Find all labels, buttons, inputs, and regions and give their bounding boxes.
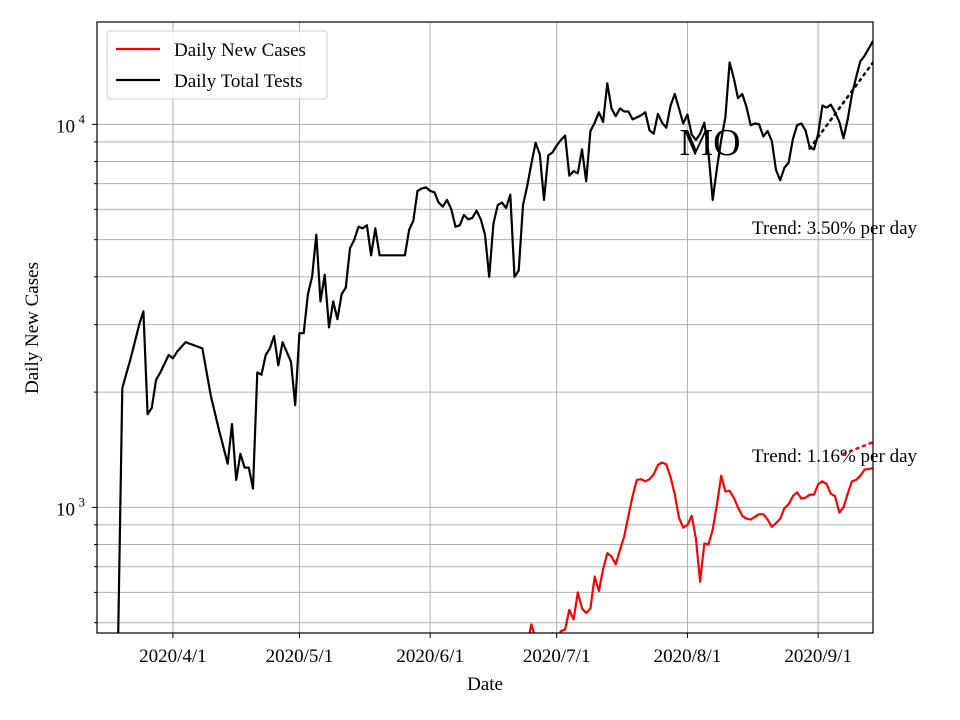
series-line-daily-new-cases — [528, 461, 873, 633]
x-tick-label: 2020/8/1 — [654, 646, 722, 667]
state-annotation: MO — [679, 122, 740, 164]
x-tick-label: 2020/5/1 — [266, 646, 334, 667]
x-axis-label: Date — [467, 674, 503, 695]
legend-label-cases: Daily New Cases — [174, 40, 306, 61]
plot-frame — [96, 21, 874, 634]
y-tick-base: 10 — [56, 499, 75, 520]
y-tick-exponent: 4 — [79, 111, 86, 126]
y-axis-label: Daily New Cases — [22, 262, 43, 394]
trend-labels: Trend: 1.16% per day Trend: 3.50% per day — [752, 218, 917, 467]
series-line-daily-total-tests — [117, 40, 873, 633]
series-layer — [117, 40, 873, 633]
trend-line — [842, 440, 873, 456]
trend-label: Trend: 1.16% per day — [752, 446, 917, 467]
x-tick-label: 2020/6/1 — [396, 646, 464, 667]
x-tick-label: 2020/4/1 — [139, 646, 207, 667]
legend-label-tests: Daily Total Tests — [174, 71, 303, 92]
trend-label: Trend: 3.50% per day — [752, 218, 917, 239]
x-tick-label: 2020/7/1 — [523, 646, 591, 667]
grid — [97, 22, 873, 633]
x-tick-label: 2020/9/1 — [784, 646, 852, 667]
y-tick-exponent: 3 — [79, 494, 86, 509]
axis-ticks: 2020/4/1 2020/5/1 2020/6/1 2020/7/1 2020/8/1… — [56, 111, 852, 667]
legend: Daily New Cases Daily Total Tests — [106, 30, 328, 100]
y-tick-label: 10 — [56, 116, 75, 137]
legend-box — [106, 30, 328, 100]
y-tick-label: 10 — [56, 499, 75, 520]
y-tick-base: 10 — [56, 116, 75, 137]
